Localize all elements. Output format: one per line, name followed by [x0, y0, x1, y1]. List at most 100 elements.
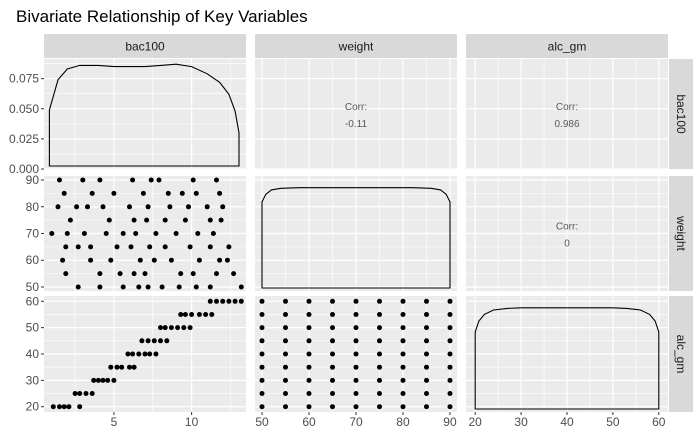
- scatter-point: [231, 271, 237, 277]
- scatter-point: [179, 190, 185, 196]
- scatter-point: [447, 325, 453, 331]
- scatter-point: [111, 377, 117, 383]
- scatter-point: [330, 338, 335, 344]
- density-curve-alc_gm: [474, 307, 660, 410]
- scatter-point: [400, 325, 406, 331]
- scatter-point: [158, 338, 163, 344]
- scatter-point: [136, 284, 142, 290]
- scatter-point: [447, 377, 453, 383]
- scatter-point: [119, 364, 125, 370]
- scatter-point: [60, 257, 66, 263]
- scatter-point: [55, 204, 61, 210]
- scatter-point: [193, 284, 199, 290]
- scatter-point: [168, 325, 174, 331]
- corr-value: 0: [564, 239, 570, 250]
- scatter-point: [447, 351, 453, 357]
- scatter-alc-gm-vs-bac100: [50, 298, 244, 410]
- scatter-point: [88, 257, 94, 263]
- scatter-point: [117, 271, 123, 277]
- scatter-point: [424, 377, 429, 383]
- scatter-point: [377, 391, 382, 396]
- y-tick-label: 80: [26, 200, 40, 214]
- scatter-point: [187, 244, 193, 250]
- scatter-point: [190, 271, 196, 277]
- strip-top-bac100: [44, 34, 246, 58]
- scatter-point: [100, 204, 106, 210]
- x-tick-label: 60: [302, 415, 316, 429]
- y-tick-label: 30: [26, 373, 40, 387]
- scatter-point: [164, 338, 170, 344]
- scatter-point: [127, 364, 132, 370]
- scatter-point: [61, 190, 67, 196]
- scatter-point: [400, 404, 406, 410]
- scatter-point: [424, 298, 429, 304]
- scatter-point: [57, 404, 62, 410]
- scatter-point: [400, 312, 406, 317]
- scatter-point: [158, 325, 163, 331]
- scatter-point: [306, 364, 312, 370]
- corr-label: Corr:: [556, 102, 578, 113]
- scatter-point: [77, 391, 83, 396]
- scatter-point: [67, 217, 73, 223]
- scatter-point: [139, 338, 145, 344]
- scatter-point: [114, 244, 120, 250]
- corr-label: Corr:: [556, 222, 578, 233]
- panel-alc_gm-alc_gm: [466, 296, 668, 412]
- scatter-point: [424, 338, 429, 344]
- scatter-point: [353, 404, 359, 410]
- scatter-point: [187, 325, 193, 331]
- scatter-point: [81, 231, 87, 236]
- scatter-point: [195, 231, 201, 236]
- scatter-point: [130, 351, 136, 357]
- scatter-point: [133, 231, 139, 236]
- panel-background: [44, 59, 246, 169]
- strip-top-label: bac100: [125, 40, 165, 54]
- scatter-point: [424, 364, 429, 370]
- corr-value: -0.11: [345, 119, 367, 130]
- scatter-point: [306, 391, 312, 396]
- scatter-point: [306, 404, 312, 410]
- scatter-point: [400, 391, 406, 396]
- strip-right-alc_gm: [669, 296, 693, 412]
- scatter-point: [447, 391, 453, 396]
- scatter-point: [218, 217, 224, 223]
- scatter-point: [226, 298, 232, 304]
- scatter-point: [306, 351, 312, 357]
- scatter-point: [168, 257, 174, 263]
- scatter-point: [330, 377, 335, 383]
- scatter-point: [214, 177, 219, 183]
- scatter-point: [162, 325, 168, 331]
- density-curve-weight: [261, 187, 451, 289]
- scatter-point: [100, 377, 106, 383]
- strip-right-weight: [669, 176, 693, 291]
- scatter-point: [106, 217, 112, 223]
- scatter-point: [75, 284, 81, 290]
- scatter-point: [148, 177, 154, 183]
- scatter-point: [131, 364, 137, 370]
- scatter-point: [88, 244, 94, 250]
- scatter-point: [147, 351, 153, 357]
- scatter-point: [377, 404, 382, 410]
- y-tick-label: 0.000: [9, 162, 39, 176]
- scatter-point: [131, 217, 137, 223]
- scatter-point: [377, 298, 382, 304]
- scatter-point: [283, 351, 288, 357]
- scatter-point: [196, 257, 202, 263]
- scatter-point: [353, 391, 359, 396]
- scatter-point: [214, 298, 219, 304]
- scatter-point: [400, 338, 406, 344]
- scatter-point: [193, 190, 199, 196]
- y-tick-label: 50: [26, 280, 40, 294]
- density-curve-bac100: [48, 63, 240, 167]
- scatter-point: [72, 391, 78, 396]
- scatter-point: [120, 284, 126, 290]
- strip-right-label: bac100: [674, 94, 688, 134]
- strip-top-label: alc_gm: [548, 40, 587, 54]
- scatter-point: [178, 271, 184, 277]
- scatter-point: [377, 312, 382, 317]
- scatter-point: [64, 231, 70, 236]
- scatter-point: [130, 177, 136, 183]
- panel-bac100-weight: [255, 59, 457, 170]
- scatter-point: [137, 257, 143, 263]
